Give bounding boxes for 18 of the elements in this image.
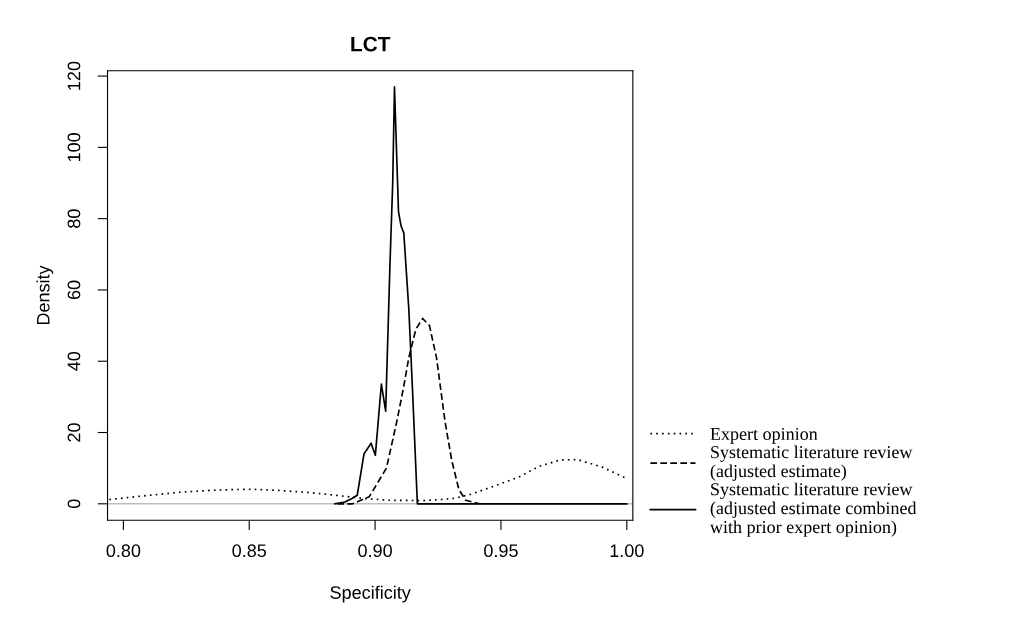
- x-tick-label: 0.95: [484, 544, 518, 558]
- y-tick-label: 40: [67, 351, 81, 371]
- y-tick-label: 100: [67, 133, 81, 162]
- y-tick-label: 120: [67, 61, 81, 90]
- y-tick-label: 80: [67, 209, 81, 228]
- y-tick-label: 0: [67, 499, 81, 509]
- legend-label: Systematic literature review (adjusted estimate combined with prior expert opinion): [709, 482, 917, 537]
- y-tick-label: 60: [67, 280, 81, 300]
- x-tick-label: 1.00: [610, 544, 644, 558]
- legend-label: Systematic literature review (adjusted estimate): [710, 445, 913, 481]
- y-axis-title: Density: [36, 265, 54, 325]
- y-tick-label: 20: [67, 423, 81, 442]
- x-tick-label: 0.85: [232, 544, 267, 558]
- x-tick-label: 0.90: [358, 544, 392, 558]
- legend-label: Expert opinion: [710, 427, 818, 444]
- chart-title: LCT: [351, 36, 391, 52]
- x-axis-title: Specificity: [330, 585, 411, 603]
- x-tick-label: 0.80: [106, 544, 141, 558]
